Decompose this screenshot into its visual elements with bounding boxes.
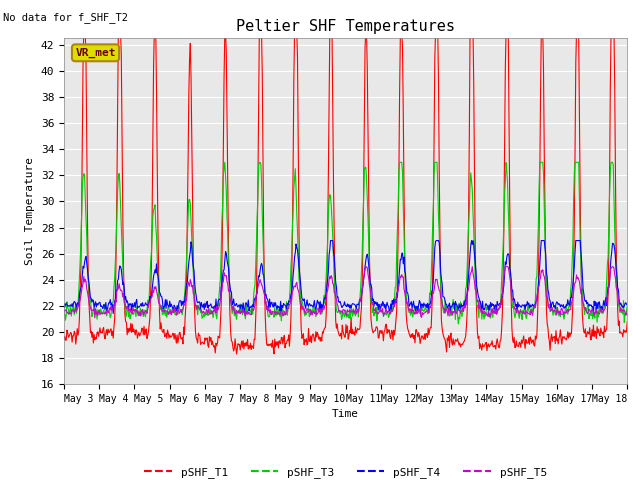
pSHF_T5 [259, 283, 266, 289]
pSHF_T4 [60, 300, 68, 306]
Line: pSHF_T1: pSHF_T1 [64, 32, 627, 354]
pSHF_T4 [623, 301, 631, 307]
pSHF_T5 [280, 312, 287, 318]
pSHF_T5 [91, 315, 99, 321]
X-axis label: Time: Time [332, 409, 359, 419]
pSHF_T5 [127, 309, 134, 315]
pSHF_T3 [454, 321, 462, 327]
pSHF_T4 [280, 300, 287, 306]
Line: pSHF_T5: pSHF_T5 [64, 266, 627, 318]
pSHF_T3 [280, 308, 287, 314]
pSHF_T3 [126, 316, 134, 322]
pSHF_T5 [623, 309, 631, 314]
pSHF_T1 [230, 346, 238, 351]
pSHF_T4 [405, 303, 413, 309]
pSHF_T5 [230, 309, 238, 315]
pSHF_T3 [436, 263, 444, 268]
pSHF_T1 [233, 351, 241, 357]
pSHF_T4 [437, 269, 445, 275]
pSHF_T1 [623, 319, 631, 324]
pSHF_T3 [259, 211, 266, 216]
pSHF_T5 [405, 308, 413, 313]
pSHF_T3 [404, 307, 412, 312]
pSHF_T1 [127, 321, 134, 326]
pSHF_T3 [623, 303, 631, 309]
pSHF_T4 [259, 263, 266, 269]
Legend: pSHF_T1, pSHF_T3, pSHF_T4, pSHF_T5: pSHF_T1, pSHF_T3, pSHF_T4, pSHF_T5 [140, 462, 551, 480]
pSHF_T5 [362, 264, 370, 269]
pSHF_T4 [127, 301, 134, 307]
pSHF_T3 [230, 313, 238, 319]
Y-axis label: Soil Temperature: Soil Temperature [25, 157, 35, 265]
pSHF_T1 [259, 158, 267, 164]
Line: pSHF_T4: pSHF_T4 [64, 240, 627, 313]
pSHF_T1 [60, 336, 68, 342]
Text: No data for f_SHF_T2: No data for f_SHF_T2 [3, 12, 128, 23]
pSHF_T3 [221, 159, 228, 165]
pSHF_T5 [437, 295, 445, 301]
Text: VR_met: VR_met [76, 48, 116, 58]
pSHF_T1 [437, 283, 445, 288]
pSHF_T4 [230, 302, 238, 308]
pSHF_T3 [60, 312, 68, 318]
Line: pSHF_T3: pSHF_T3 [64, 162, 627, 324]
Title: Peltier SHF Temperatures: Peltier SHF Temperatures [236, 20, 455, 35]
pSHF_T1 [280, 333, 288, 338]
pSHF_T5 [60, 310, 68, 316]
pSHF_T1 [405, 331, 413, 336]
pSHF_T1 [80, 29, 88, 35]
pSHF_T4 [326, 238, 334, 243]
pSHF_T4 [109, 311, 117, 316]
